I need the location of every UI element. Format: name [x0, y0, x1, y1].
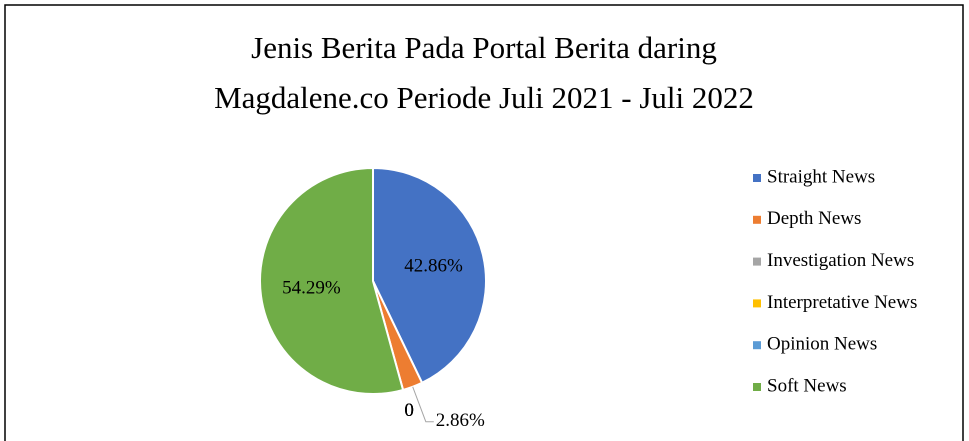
legend-label: Soft News [767, 375, 847, 396]
data-label: 0 [404, 400, 414, 421]
data-label: 2.86% [436, 410, 485, 431]
legend-label: Depth News [767, 208, 861, 229]
data-label: 0 [404, 400, 414, 421]
legend-swatch [753, 215, 761, 224]
chart-title: Jenis Berita Pada Portal Berita daring [251, 30, 717, 65]
legend-swatch [753, 257, 761, 266]
legend-label: Opinion News [767, 334, 877, 355]
legend-swatch [753, 383, 761, 391]
legend-label: Interpretative News [767, 292, 917, 313]
pie-slice [259, 166, 405, 395]
chart-frame [4, 4, 964, 441]
pie-slice [372, 166, 487, 385]
legend-swatch [753, 299, 761, 308]
legend-label: Straight News [767, 166, 875, 187]
data-label: 0 [404, 400, 414, 421]
data-label: 54.29% [282, 278, 341, 299]
legend-label: Investigation News [767, 250, 914, 271]
leader-line [412, 386, 434, 423]
data-label: 42.86% [404, 256, 463, 277]
legend-swatch [753, 341, 761, 350]
legend-swatch [753, 174, 761, 182]
chart-title: Magdalene.co Periode Juli 2021 - Juli 20… [214, 80, 754, 115]
